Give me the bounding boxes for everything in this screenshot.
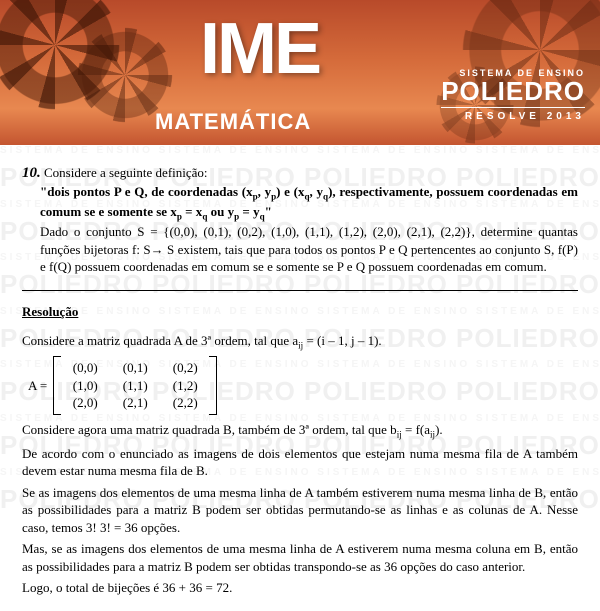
matrix-row: (2,0) (2,1) (2,2) <box>67 394 203 412</box>
problem-block: 10. Considere a seguinte definição: "doi… <box>22 163 578 276</box>
solution-title: Resolução <box>22 303 578 321</box>
matrix-cell: (0,1) <box>117 359 153 377</box>
matrix-row: (1,0) (1,1) (1,2) <box>67 377 203 395</box>
matrix-cell: (0,0) <box>67 359 103 377</box>
brand-name: POLIEDRO <box>441 78 585 104</box>
solution-line: Considere a matriz quadrada A de 3ª orde… <box>22 332 578 352</box>
matrix-row: (0,0) (0,1) (0,2) <box>67 359 203 377</box>
question-given: Dado o conjunto S = {(0,0), (0,1), (0,2)… <box>22 223 578 276</box>
solution-block: Considere a matriz quadrada A de 3ª orde… <box>22 332 578 597</box>
bracket-left-icon <box>53 356 61 415</box>
solution-line: Mas, se as imagens dos elementos de uma … <box>22 540 578 575</box>
matrix-cell: (0,2) <box>167 359 203 377</box>
matrix-cell: (1,2) <box>167 377 203 395</box>
matrix-cell: (2,2) <box>167 394 203 412</box>
question-number: 10. <box>22 165 41 181</box>
brand-resolve: RESOLVE 2013 <box>441 107 585 122</box>
matrix-cell: (2,0) <box>67 394 103 412</box>
bracket-right-icon <box>209 356 217 415</box>
subject-label: MATEMÁTICA <box>155 109 311 135</box>
header-banner: IME MATEMÁTICA SISTEMA DE ENSINO POLIEDR… <box>0 0 600 145</box>
solution-line: De acordo com o enunciado as imagens de … <box>22 445 578 480</box>
divider-line <box>22 290 578 291</box>
question-definition: "dois pontos P e Q, de coordenadas (xp, … <box>22 183 578 223</box>
matrix-body: (0,0) (0,1) (0,2) (1,0) (1,1) (1,2) (2,0… <box>61 356 209 415</box>
exam-title: IME <box>200 8 319 90</box>
question-intro: Considere a seguinte definição: <box>44 165 208 180</box>
brand-block: SISTEMA DE ENSINO POLIEDRO RESOLVE 2013 <box>441 68 585 122</box>
matrix-cell: (2,1) <box>117 394 153 412</box>
matrix-label: A = <box>28 377 47 395</box>
solution-line: Se as imagens dos elementos de uma mesma… <box>22 484 578 537</box>
solution-line: Considere agora uma matriz quadrada B, t… <box>22 421 578 441</box>
matrix-cell: (1,1) <box>117 377 153 395</box>
matrix-display: A = (0,0) (0,1) (0,2) (1,0) (1,1) (1,2) … <box>28 356 578 415</box>
matrix-cell: (1,0) <box>67 377 103 395</box>
content-area: 10. Considere a seguinte definição: "doi… <box>0 145 600 611</box>
